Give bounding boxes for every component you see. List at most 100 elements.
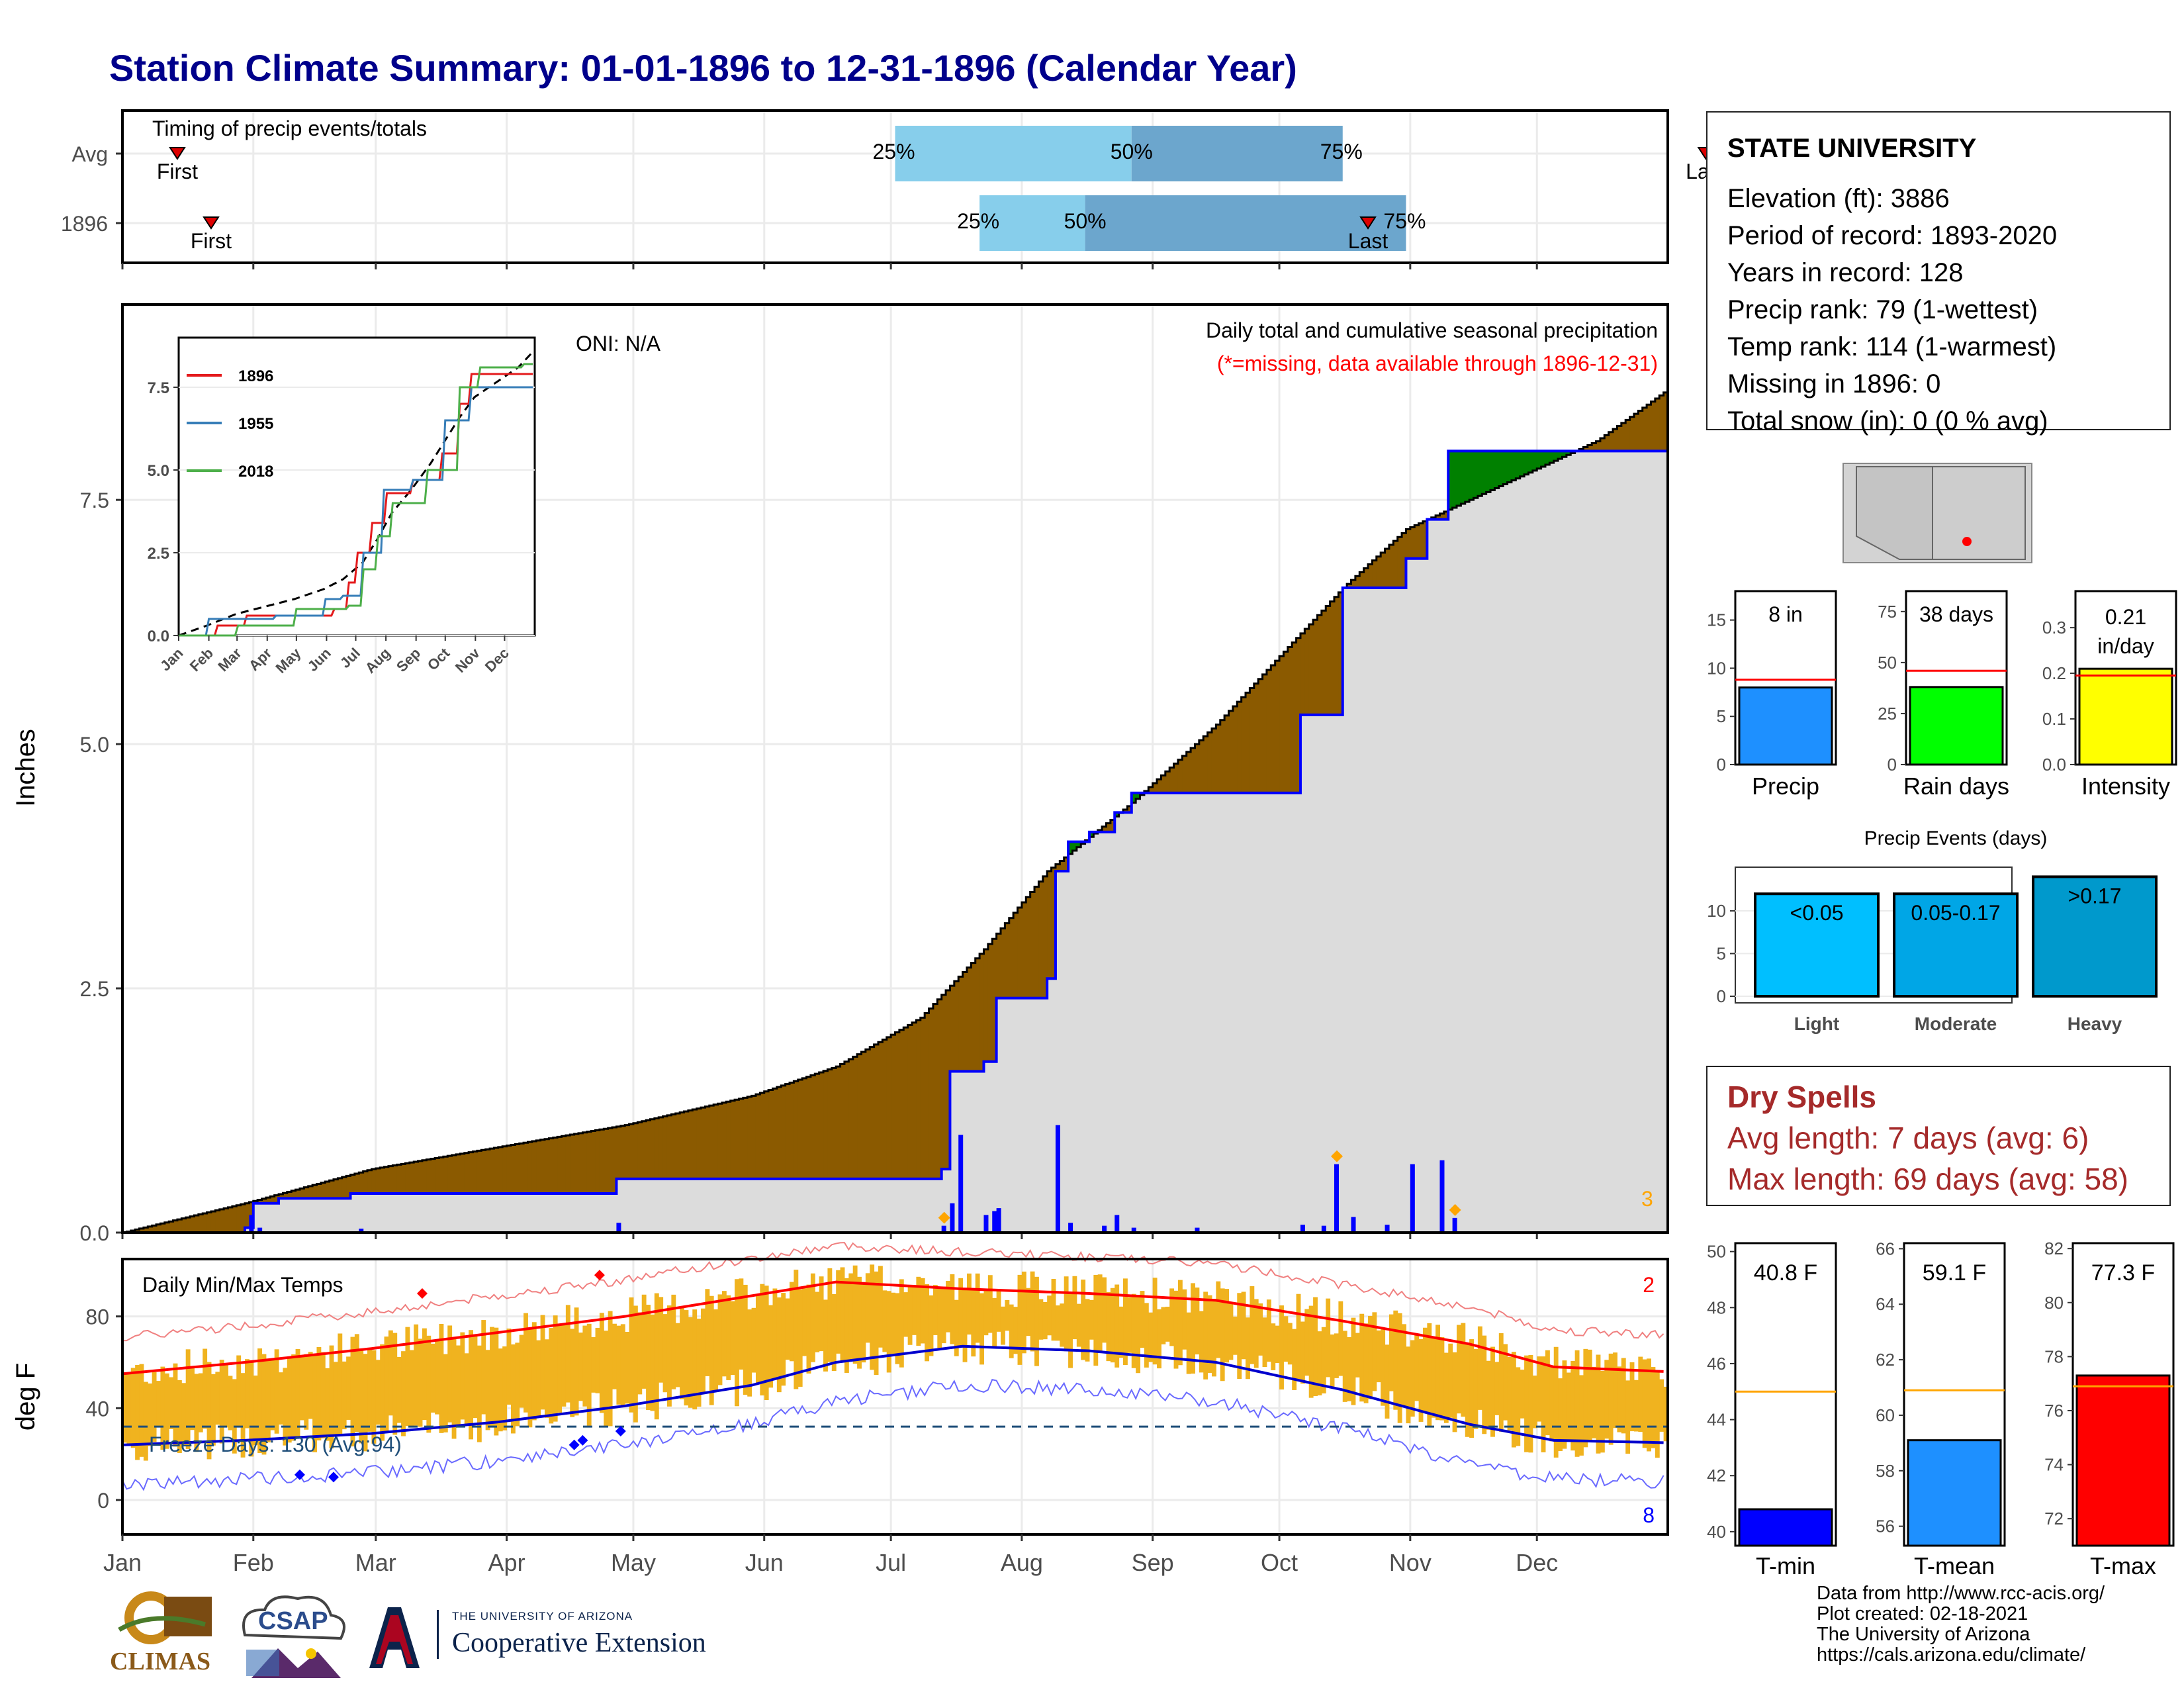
daily-temp-bar [751,1307,756,1373]
daily-precip-bar [958,1135,964,1233]
deficit-segment [1195,744,1200,793]
surplus-segment [1115,812,1120,817]
daily-temp-bar [299,1356,304,1421]
daily-temp-bar [1199,1311,1204,1373]
daily-temp-bar [1406,1346,1411,1424]
precip-corner-count: 3 [1641,1187,1653,1211]
deficit-segment [232,1206,237,1233]
daily-temp-bar [185,1349,191,1449]
timing-first-marker [203,216,220,230]
daily-temp-bar [1363,1323,1369,1403]
daily-temp-bar [1638,1356,1643,1432]
daily-temp-bar [650,1314,655,1411]
daily-temp-bar [616,1325,621,1405]
temp-bar-tick-label: 62 [1876,1350,1895,1370]
deficit-segment [1186,751,1191,793]
daily-temp-bar [662,1314,668,1393]
daily-temp-bar [1097,1274,1103,1353]
deficit-segment [1376,556,1381,588]
temp-bar-tick-label: 44 [1707,1410,1726,1430]
daily-temp-bar [1338,1301,1343,1376]
daily-temp-bar [1292,1329,1297,1390]
deficit-segment [1418,523,1424,559]
daily-temp-bar [886,1291,891,1373]
deficit-segment [1372,560,1377,588]
deficit-segment [1237,702,1242,793]
deficit-segment [549,1138,554,1194]
daily-temp-bar [806,1284,811,1374]
daily-temp-bar [764,1286,769,1401]
deficit-segment [878,1042,883,1179]
daily-temp-bar [1118,1306,1124,1358]
deficit-segment [1439,513,1445,520]
deficit-segment [831,1068,837,1179]
daily-temp-bar [320,1352,326,1438]
daily-temp-bar [1435,1325,1440,1421]
deficit-segment [540,1139,545,1194]
deficit-segment [620,1125,625,1179]
deficit-segment [625,1125,630,1179]
deficit-segment [797,1080,803,1179]
deficit-segment [236,1205,242,1233]
daily-temp-bar [384,1336,389,1433]
daily-temp-bar [1177,1280,1183,1366]
deficit-segment [447,1156,453,1194]
daily-temp-bar [578,1333,583,1401]
deficit-segment [536,1140,541,1194]
daily-precip-bar [950,1203,955,1233]
daily-temp-bar [396,1356,402,1423]
deficit-segment [1216,724,1221,793]
daily-temp-bar [966,1273,972,1335]
temp-bar-tick-label: 50 [1707,1242,1726,1262]
deficit-segment [1152,783,1158,793]
deficit-segment [790,1082,794,1179]
daily-precip-bar [1068,1223,1073,1233]
surplus-segment [1537,451,1542,469]
timing-row-label: 1896 [61,212,108,236]
month-axis-label: May [611,1549,656,1576]
temp-bar-tick-label: 74 [2044,1455,2064,1475]
dry-spells-panel: Dry Spells Avg length: 7 days (avg: 6) M… [1706,1066,2171,1206]
deficit-segment [1304,628,1310,715]
deficit-segment [261,1198,267,1203]
temp-y-axis-label: deg F [11,1363,40,1430]
station-temp-rank: Temp rank: 114 (1-warmest) [1727,332,2057,361]
daily-temp-bar [755,1294,760,1383]
station-info-panel: STATE UNIVERSITY Elevation (ft): 3886 Pe… [1706,111,2171,436]
deficit-segment [1266,669,1271,793]
daily-temp-bar [1253,1299,1259,1368]
deficit-segment [1220,720,1225,793]
mini-bar-tick-label: 25 [1878,704,1897,724]
deficit-segment [506,1145,512,1194]
temp-bar-tick-label: 82 [2044,1239,2064,1258]
daily-temp-bar [485,1350,490,1430]
daily-temp-bar [422,1328,427,1421]
deficit-segment [983,949,989,1062]
deficit-segment [380,1167,385,1194]
temp-panel-border [121,1258,1669,1536]
daily-temp-bar [363,1354,368,1452]
daily-temp-bar [1494,1362,1500,1415]
mini-bar-value-unit: in/day [2097,634,2154,658]
surplus-segment [1477,451,1482,496]
daily-temp-bar [1625,1380,1631,1454]
daily-temp-bar [659,1297,664,1383]
daily-temp-bar [1330,1334,1335,1388]
deficit-segment [688,1110,693,1179]
daily-temp-bar [1393,1310,1398,1410]
deficit-segment [519,1143,524,1194]
daily-temp-bar [776,1297,782,1393]
daily-temp-bar [515,1342,520,1427]
events-tick-label: 10 [1707,901,1726,921]
deficit-segment [418,1160,423,1194]
daily-temp-bar [354,1334,359,1432]
daily-temp-bar [519,1335,524,1408]
daily-temp-bar [1524,1355,1529,1452]
daily-temp-bar [261,1354,267,1455]
deficit-segment [498,1147,503,1194]
daily-temp-bar [1477,1326,1482,1410]
daily-temp-bar [794,1270,799,1389]
deficit-segment [1296,637,1301,793]
daily-temp-bar [1621,1358,1626,1434]
deficit-segment [1351,580,1356,588]
